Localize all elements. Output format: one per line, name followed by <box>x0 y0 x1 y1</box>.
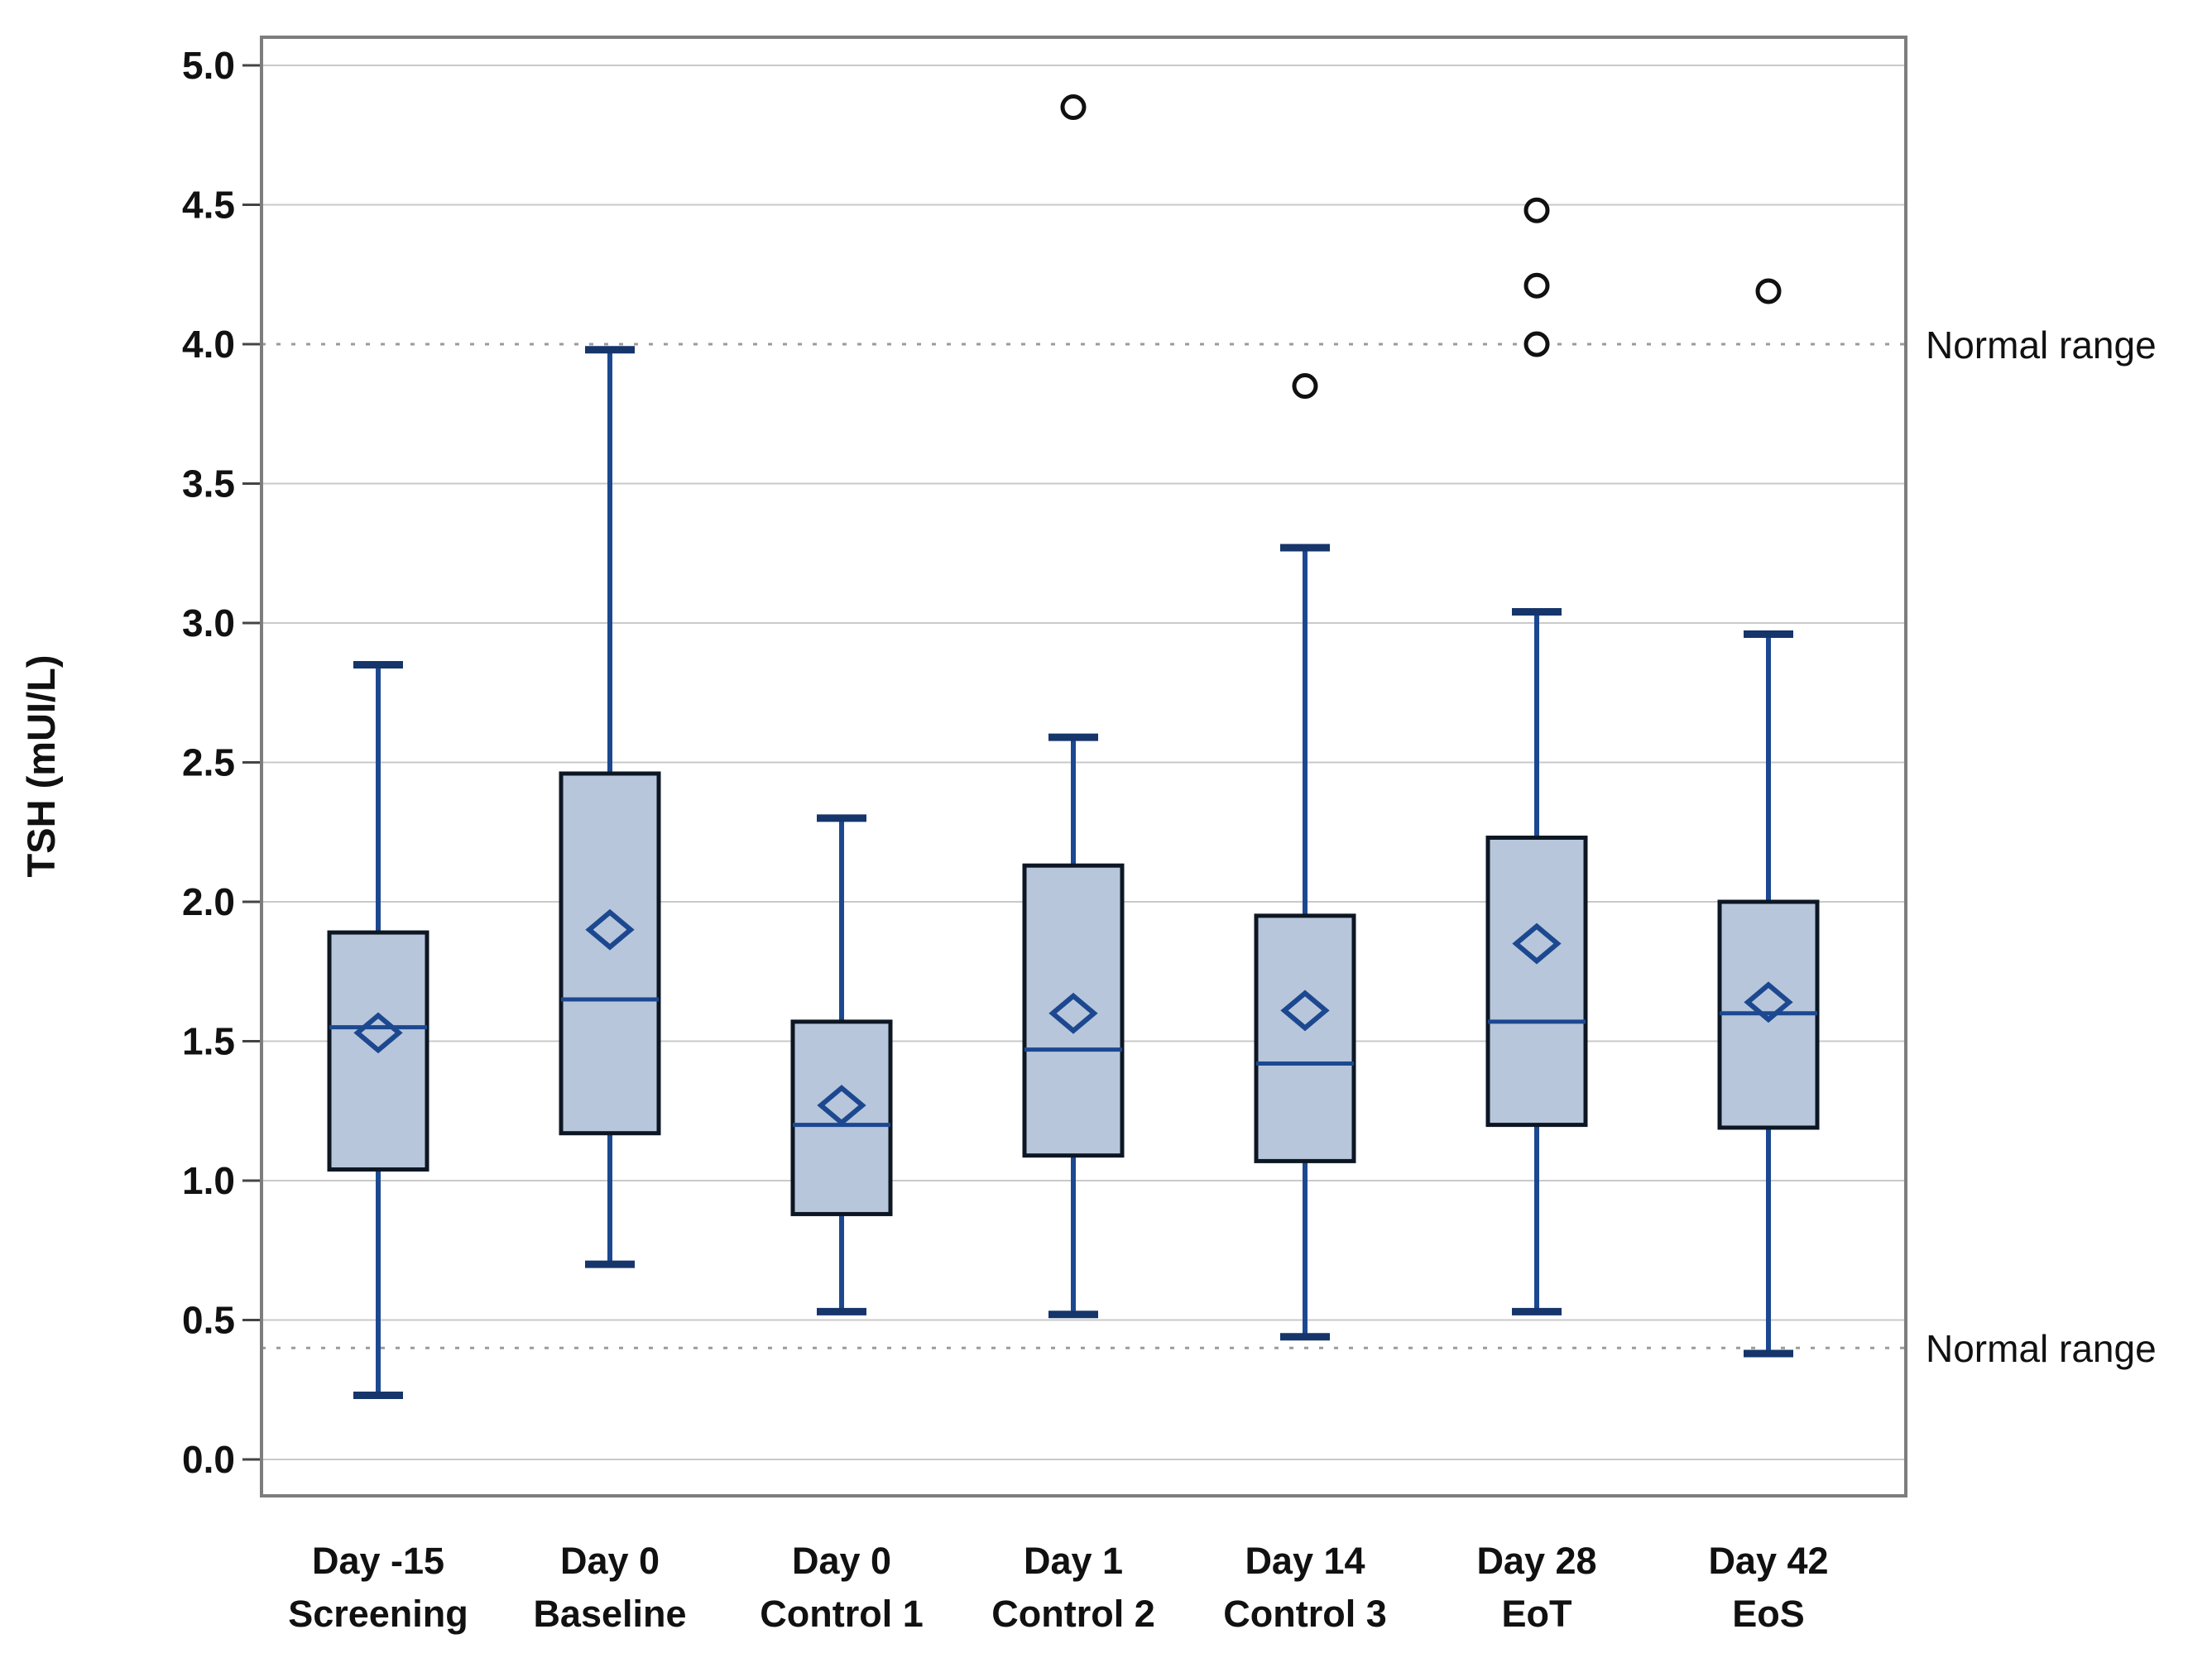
y-axis-title: TSH (mUI/L) <box>19 655 63 878</box>
mean-diamond <box>1744 981 1793 1023</box>
x-label-line1: Day 0 <box>792 1540 891 1582</box>
box-group-2 <box>559 346 661 1268</box>
normal-range-label-upper: Normal range <box>1926 323 2157 367</box>
box-rect <box>790 1019 893 1216</box>
y-grid: 5.0 4.5 4.0 3.5 3.0 2.5 2.0 1.5 1.0 0.5 0.0 <box>182 44 1906 1481</box>
x-label-line2: Control 2 <box>991 1593 1155 1635</box>
x-label-line2: Baseline <box>533 1593 686 1635</box>
x-label-line1: Day -15 <box>312 1540 444 1582</box>
box-group-7 <box>1717 278 1820 1358</box>
y-tick-label: 2.5 <box>182 741 235 784</box>
box-group-5 <box>1254 373 1356 1341</box>
x-label-line2: Control 1 <box>760 1593 924 1635</box>
x-label-line1: Day 28 <box>1476 1540 1596 1582</box>
box-rect <box>559 771 661 1136</box>
outlier-point <box>1523 197 1550 223</box>
y-tick-label: 4.5 <box>182 184 235 227</box>
mean-diamond <box>585 908 635 951</box>
x-axis-labels: Day -15 Screening Day 0 Baseline Day 0 Contro… <box>288 1540 1828 1635</box>
y-tick-label: 0.5 <box>182 1299 235 1342</box>
x-label-line1: Day 14 <box>1245 1540 1365 1582</box>
x-label-line2: EoS <box>1732 1593 1805 1635</box>
y-tick-label: 2.0 <box>182 880 235 923</box>
box-rect <box>1485 835 1588 1128</box>
y-tick-label: 4.0 <box>182 323 235 366</box>
y-tick-label: 5.0 <box>182 44 235 87</box>
x-label-line2: EoT <box>1502 1593 1572 1635</box>
outlier-point <box>1292 373 1318 400</box>
y-tick-label: 3.5 <box>182 462 235 506</box>
box-group-1 <box>327 661 429 1399</box>
y-tick-label: 0.0 <box>182 1438 235 1481</box>
mean-diamond <box>1048 992 1098 1034</box>
box-rect <box>1254 913 1356 1163</box>
mean-diamond <box>1512 922 1562 965</box>
normal-range-label-lower: Normal range <box>1926 1327 2157 1370</box>
box-group-3 <box>790 814 893 1315</box>
y-tick-label: 1.5 <box>182 1020 235 1063</box>
mean-diamond <box>817 1085 866 1126</box>
x-label-line2: Control 3 <box>1223 1593 1387 1635</box>
outlier-point <box>1523 272 1550 299</box>
outlier-point <box>1755 278 1782 304</box>
outlier-point <box>1523 331 1550 357</box>
y-tick-label: 3.0 <box>182 601 235 645</box>
plot-frame <box>260 36 1907 1497</box>
plot-area <box>262 37 1906 1496</box>
x-label-line1: Day 0 <box>560 1540 660 1582</box>
mean-diamond <box>1280 990 1330 1032</box>
y-tick-label: 1.0 <box>182 1159 235 1202</box>
x-label-line1: Day 42 <box>1708 1540 1828 1582</box>
box-rect <box>1022 863 1125 1158</box>
x-label-line1: Day 1 <box>1024 1540 1123 1582</box>
box-group-4 <box>1022 94 1125 1319</box>
x-label-line2: Screening <box>288 1593 468 1635</box>
mean-diamond <box>353 1012 403 1054</box>
box-group-6 <box>1485 197 1588 1315</box>
outlier-point <box>1060 94 1087 121</box>
